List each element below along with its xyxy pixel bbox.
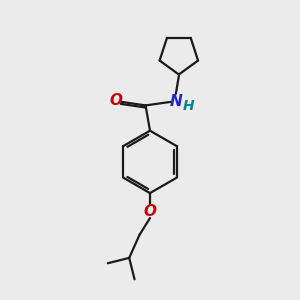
Text: H: H [183,99,194,113]
Text: N: N [169,94,182,109]
Text: O: O [143,204,157,219]
Text: O: O [109,93,122,108]
